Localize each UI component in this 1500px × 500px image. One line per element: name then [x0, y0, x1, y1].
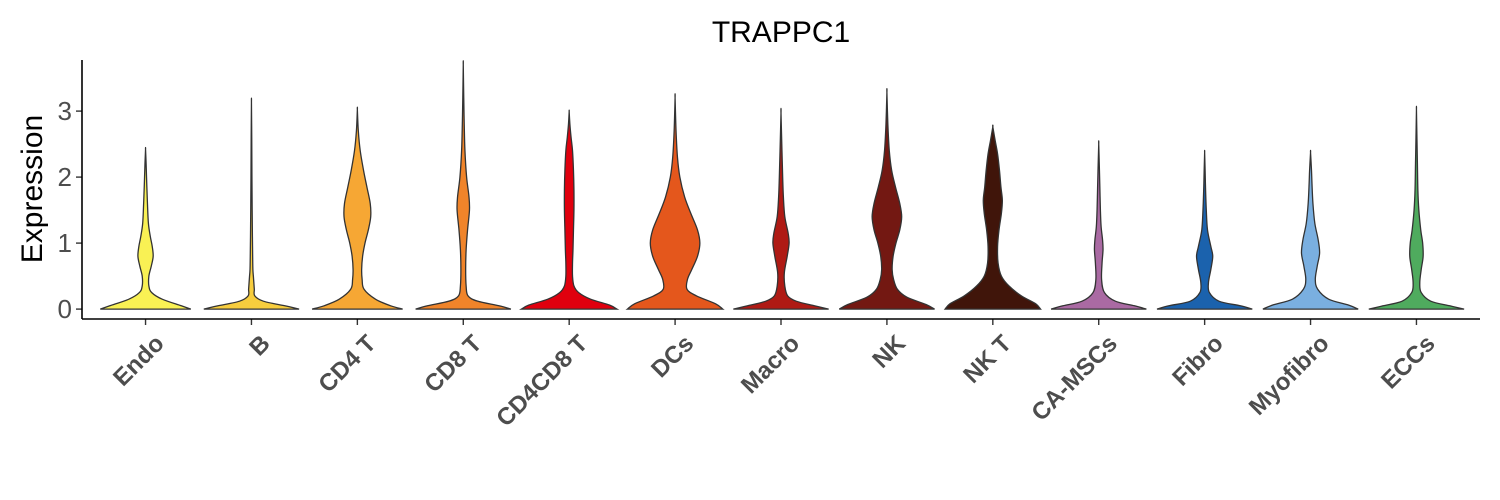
- x-tick-label: NK: [867, 330, 911, 374]
- violin-cd8-t: [415, 60, 512, 310]
- violin-macro: [733, 107, 829, 310]
- y-tick-label: 0: [58, 294, 72, 324]
- chart-title: TRAPPC1: [712, 16, 850, 49]
- y-ticks-group: 0 1 2 3: [58, 96, 82, 324]
- y-axis-label: Expression: [16, 115, 49, 263]
- y-tick-label: 1: [58, 228, 72, 258]
- violin-myofibro: [1262, 149, 1359, 310]
- violin-cd4-t: [311, 106, 403, 310]
- x-ticks-group: Endo B CD4 T CD8 T CD4CD8 T DCs Macro NK NK T CA-…: [108, 319, 1441, 432]
- violins-group: [100, 60, 1465, 310]
- violin-nk: [838, 88, 935, 310]
- x-tick-label: Endo: [108, 330, 170, 392]
- violin-b: [203, 97, 300, 310]
- x-tick-label: B: [244, 330, 275, 361]
- x-tick-label: DCs: [646, 330, 699, 383]
- y-tick-label: 2: [58, 162, 72, 192]
- y-tick-label: 3: [58, 96, 72, 126]
- violin-fibro: [1156, 149, 1253, 310]
- x-tick-label: NK T: [958, 330, 1017, 389]
- x-tick-label: Fibro: [1167, 330, 1229, 392]
- x-tick-label: CD8 T: [419, 330, 487, 398]
- violin-ca-mscs: [1050, 140, 1147, 310]
- x-tick-label: CD4 T: [313, 330, 381, 398]
- x-tick-label: CA-MSCs: [1026, 330, 1122, 426]
- violin-dcs: [625, 93, 725, 310]
- violin-endo: [100, 146, 192, 310]
- violin-cd4cd8-t: [519, 109, 620, 310]
- x-tick-label: CD4CD8 T: [491, 330, 593, 432]
- violin-eccs: [1368, 105, 1465, 310]
- x-tick-label: Macro: [736, 330, 805, 399]
- x-tick-label: ECCs: [1376, 330, 1440, 394]
- violin-nk-t: [943, 124, 1042, 310]
- x-tick-label: Myofibro: [1244, 330, 1335, 421]
